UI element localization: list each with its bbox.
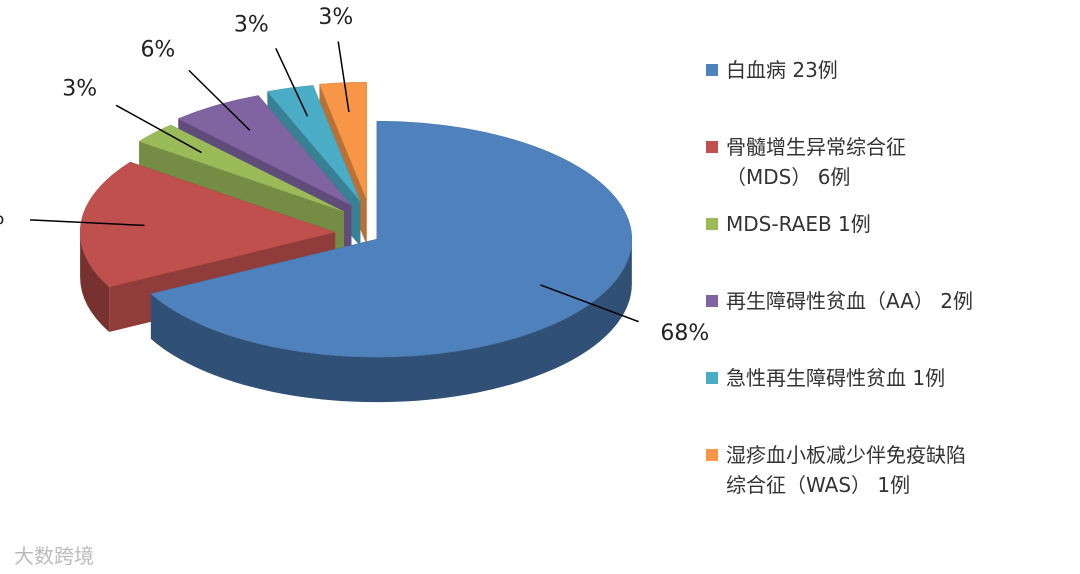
- legend: 白血病 23例骨髓增生异常综合征 （MDS） 6例 MDS-RAEB 1例再生障碍…: [700, 55, 1060, 517]
- watermark: 大数跨境: [14, 544, 94, 568]
- slice-top: [319, 81, 367, 201]
- pie-slice: [150, 120, 633, 403]
- slice-side: [80, 232, 110, 332]
- data-label: 68%: [660, 321, 709, 346]
- data-label: 18%: [0, 205, 5, 230]
- legend-swatch: [706, 218, 718, 230]
- data-label: 3%: [234, 13, 269, 38]
- legend-swatch: [706, 141, 718, 153]
- leader-line: [540, 284, 639, 323]
- legend-item: 急性再生障碍性贫血 1例: [700, 363, 1060, 440]
- legend-label: 骨髓增生异常综合征 （MDS） 6例: [726, 135, 906, 189]
- legend-label: 再生障碍性贫血（AA） 2例: [726, 289, 974, 313]
- data-label: 3%: [318, 5, 353, 30]
- slice-side: [150, 239, 632, 403]
- legend-item: 再生障碍性贫血（AA） 2例: [700, 286, 1060, 363]
- legend-item: 骨髓增生异常综合征 （MDS） 6例: [700, 132, 1060, 209]
- legend-label: MDS-RAEB 1例: [726, 212, 871, 236]
- legend-swatch: [706, 449, 718, 461]
- leader-line: [115, 104, 202, 154]
- legend-item: 白血病 23例: [700, 55, 1060, 132]
- leader-line: [29, 219, 145, 227]
- legend-swatch: [706, 372, 718, 384]
- slice-top: [266, 85, 361, 202]
- legend-label: 急性再生障碍性贫血 1例: [726, 366, 946, 390]
- legend-label: 湿疹血小板减少伴免疫缺陷 综合征（WAS） 1例: [726, 443, 966, 497]
- legend-swatch: [706, 295, 718, 307]
- legend-item: 湿疹血小板减少伴免疫缺陷 综合征（WAS） 1例: [700, 440, 1060, 517]
- data-label: 3%: [62, 77, 97, 102]
- data-label: 6%: [140, 37, 175, 62]
- slice-top: [79, 161, 336, 288]
- leader-line: [275, 47, 309, 117]
- legend-swatch: [706, 64, 718, 76]
- leader-line: [337, 41, 350, 113]
- legend-label: 白血病 23例: [726, 58, 838, 82]
- leader-line: [188, 69, 251, 131]
- slice-top: [177, 95, 352, 206]
- legend-item: MDS-RAEB 1例: [700, 209, 1060, 286]
- slice-top: [150, 120, 633, 358]
